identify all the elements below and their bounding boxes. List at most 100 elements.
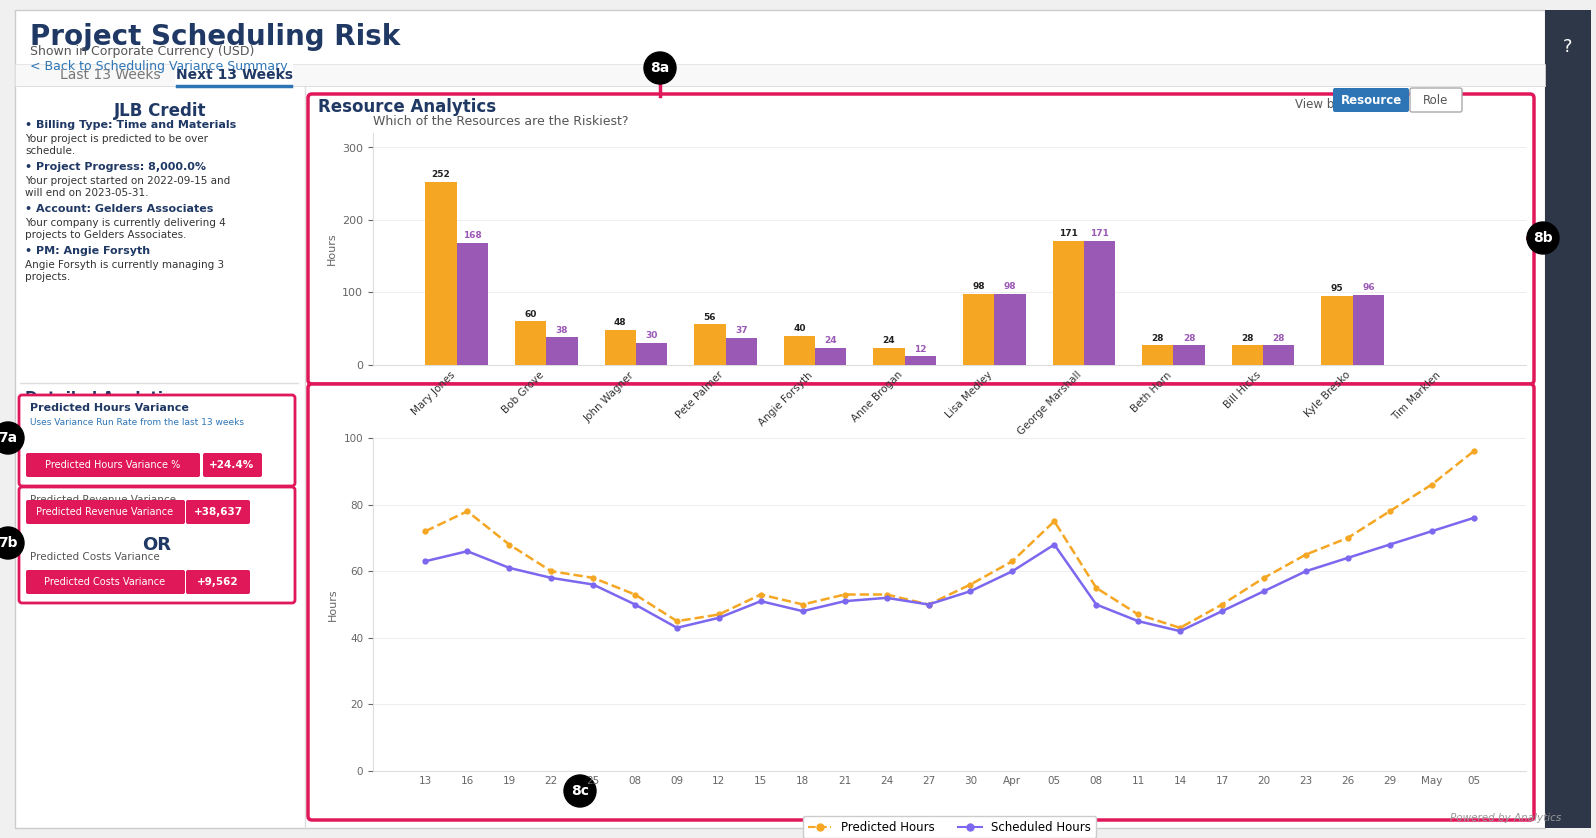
Text: projects to Gelders Associates.: projects to Gelders Associates. [26, 230, 187, 240]
FancyBboxPatch shape [19, 395, 295, 486]
Bar [635, 344, 667, 365]
Bar [1143, 344, 1173, 365]
Bar [516, 322, 546, 365]
Text: 28: 28 [1242, 334, 1253, 343]
FancyBboxPatch shape [14, 64, 1545, 86]
Text: 168: 168 [463, 231, 482, 241]
Circle shape [1527, 222, 1559, 254]
Bar [1262, 344, 1294, 365]
Text: Project Scheduling Risk: Project Scheduling Risk [30, 23, 401, 51]
FancyBboxPatch shape [187, 500, 251, 524]
Text: Predicted Revenue Variance: Predicted Revenue Variance [37, 507, 174, 517]
Circle shape [645, 52, 677, 84]
Text: ?: ? [1562, 38, 1572, 56]
Text: Last 13 Weeks: Last 13 Weeks [59, 68, 160, 82]
Bar [1052, 241, 1084, 365]
Text: 96: 96 [1361, 283, 1374, 292]
FancyBboxPatch shape [1545, 10, 1591, 828]
Bar [1173, 344, 1205, 365]
Text: Role: Role [1424, 94, 1449, 106]
Text: < Back to Scheduling Variance Summary: < Back to Scheduling Variance Summary [30, 60, 287, 73]
Text: Uses Variance Run Rate from the last 13 weeks: Uses Variance Run Rate from the last 13 … [30, 418, 244, 427]
Text: 40: 40 [793, 324, 806, 333]
Text: 28: 28 [1272, 334, 1285, 343]
FancyBboxPatch shape [308, 384, 1534, 820]
Text: +9,562: +9,562 [198, 577, 239, 587]
Text: Shown in Corporate Currency (USD): Shown in Corporate Currency (USD) [30, 45, 254, 58]
Text: 8a: 8a [651, 61, 670, 75]
Text: Predicted Costs Variance: Predicted Costs Variance [30, 552, 160, 562]
Text: Your company is currently delivering 4: Your company is currently delivering 4 [26, 218, 225, 228]
Text: 252: 252 [431, 170, 450, 179]
Bar [873, 348, 905, 365]
Text: OR: OR [142, 536, 171, 554]
Text: Predicted Hours Variance %: Predicted Hours Variance % [45, 460, 180, 470]
Text: 98: 98 [972, 282, 985, 291]
Text: +24.4%: +24.4% [209, 460, 255, 470]
FancyBboxPatch shape [187, 570, 251, 594]
FancyBboxPatch shape [203, 453, 262, 477]
Text: +38,637: +38,637 [193, 507, 243, 517]
Text: 28: 28 [1183, 334, 1195, 343]
Text: Detailed Analytics: Detailed Analytics [26, 391, 180, 406]
Text: Next 13 Weeks: Next 13 Weeks [176, 68, 292, 82]
Text: Resource: Resource [1341, 94, 1401, 106]
Text: 24: 24 [825, 336, 838, 345]
Bar [905, 356, 937, 365]
Text: projects.: projects. [26, 272, 70, 282]
Text: 60: 60 [525, 309, 536, 318]
Text: 171: 171 [1090, 229, 1109, 238]
Bar [1084, 241, 1116, 365]
Circle shape [0, 527, 24, 559]
Text: 24: 24 [883, 336, 895, 345]
Text: 38: 38 [555, 325, 568, 334]
Bar [994, 294, 1026, 365]
FancyBboxPatch shape [176, 64, 294, 86]
FancyBboxPatch shape [26, 570, 185, 594]
FancyBboxPatch shape [1333, 88, 1409, 112]
Text: Which of the Resources are the Riskiest?: Which of the Resources are the Riskiest? [373, 115, 629, 127]
Circle shape [563, 775, 595, 807]
Bar [1232, 344, 1262, 365]
Text: 30: 30 [645, 331, 658, 340]
Text: 12: 12 [915, 345, 927, 354]
Bar [962, 294, 994, 365]
Text: 28: 28 [1152, 334, 1163, 343]
Text: 7b: 7b [0, 536, 18, 550]
Bar [456, 243, 488, 365]
Text: 7a: 7a [0, 431, 18, 445]
Bar [784, 336, 816, 365]
Text: 95: 95 [1331, 284, 1344, 293]
Bar [816, 348, 846, 365]
Text: • Project Progress: 8,000.0%: • Project Progress: 8,000.0% [26, 162, 206, 172]
Text: Your project started on 2022-09-15 and: Your project started on 2022-09-15 and [26, 176, 230, 186]
Text: will end on 2023-05-31.: will end on 2023-05-31. [26, 188, 148, 198]
FancyBboxPatch shape [1409, 88, 1462, 112]
Text: schedule.: schedule. [26, 146, 75, 156]
Bar [726, 339, 757, 365]
Y-axis label: Hours: Hours [329, 588, 338, 621]
Text: View by: View by [1294, 98, 1341, 111]
Bar [546, 338, 578, 365]
Text: 8c: 8c [571, 784, 589, 798]
Text: Resource Analytics: Resource Analytics [318, 98, 496, 116]
FancyBboxPatch shape [308, 94, 1534, 384]
Text: Angie Forsyth is currently managing 3: Angie Forsyth is currently managing 3 [26, 260, 223, 270]
Legend: Predicted Hours, Scheduled Hours: Predicted Hours, Scheduled Hours [803, 816, 1096, 838]
Text: 98: 98 [1004, 282, 1017, 291]
Bar [426, 183, 456, 365]
Text: 48: 48 [614, 318, 627, 328]
Text: Predicted Revenue Variance: Predicted Revenue Variance [30, 495, 176, 505]
Text: 171: 171 [1058, 229, 1077, 238]
Text: • Billing Type: Time and Materials: • Billing Type: Time and Materials [26, 120, 236, 130]
Text: Predicted Hours Variance: Predicted Hours Variance [30, 403, 188, 413]
Text: Powered by Analytics: Powered by Analytics [1451, 813, 1561, 823]
Text: 8b: 8b [1534, 231, 1553, 245]
Y-axis label: Hours: Hours [327, 233, 337, 266]
Bar [605, 330, 635, 365]
FancyBboxPatch shape [19, 487, 295, 603]
Bar [1353, 296, 1384, 365]
FancyBboxPatch shape [26, 500, 185, 524]
Text: 56: 56 [704, 313, 717, 322]
FancyBboxPatch shape [26, 453, 200, 477]
